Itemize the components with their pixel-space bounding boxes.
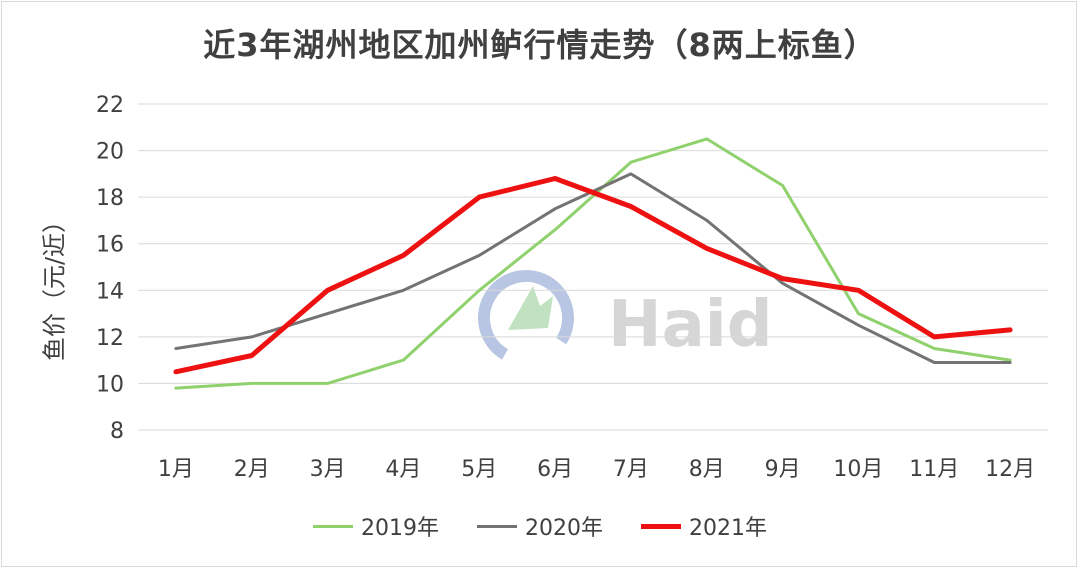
haid-logo-icon: Haid	[478, 270, 773, 366]
gridlines	[138, 103, 1048, 431]
legend-item: 2021年	[641, 510, 767, 542]
x-tick-label: 3月	[310, 457, 346, 482]
x-tick-label: 4月	[385, 457, 421, 482]
legend-swatch	[477, 524, 517, 528]
x-tick-label: 12月	[985, 457, 1035, 482]
series-line-1	[174, 137, 1012, 390]
legend-item: 2020年	[477, 510, 603, 542]
haid-watermark: Haid	[478, 268, 778, 368]
x-tick-label: 10月	[833, 457, 883, 482]
y-tick-label: 18	[96, 186, 124, 211]
legend-label: 2020年	[525, 516, 603, 541]
y-tick-label: 20	[96, 140, 124, 165]
x-tick-label: 8月	[689, 457, 725, 482]
legend: 2019年 2020年 2021年	[0, 510, 1080, 542]
x-tick-label: 1月	[158, 457, 194, 482]
x-tick-label: 9月	[765, 457, 801, 482]
x-tick-label: 2月	[234, 457, 270, 482]
y-tick-label: 16	[96, 233, 124, 258]
legend-label: 2019年	[361, 516, 439, 541]
legend-swatch	[313, 524, 353, 528]
x-tick-label: 6月	[537, 457, 573, 482]
x-tick-label: 7月	[613, 457, 649, 482]
legend-label: 2021年	[689, 516, 767, 541]
y-tick-label: 14	[96, 279, 124, 304]
y-tick-label: 10	[96, 372, 124, 397]
y-tick-label: 12	[96, 326, 124, 351]
watermark-text: Haid	[608, 288, 773, 362]
x-tick-label: 11月	[909, 457, 959, 482]
y-tick-labels: 8 10 12 14 16 18 20 22	[96, 93, 124, 444]
series-line-2	[174, 172, 1012, 364]
y-tick-label: 8	[110, 419, 124, 444]
chart-title: 近3年湖州地区加州鲈行情走势（8两上标鱼）	[203, 26, 877, 64]
legend-swatch	[641, 523, 681, 529]
x-tick-labels: 1月 2月 3月 4月 5月 6月 7月 8月 9月 10月 11月 12月	[158, 457, 1035, 482]
y-tick-label: 22	[96, 93, 124, 118]
series-lines	[173, 137, 1013, 390]
x-tick-label: 5月	[461, 457, 497, 482]
series-line-3	[173, 176, 1013, 375]
legend-item: 2019年	[313, 510, 439, 542]
